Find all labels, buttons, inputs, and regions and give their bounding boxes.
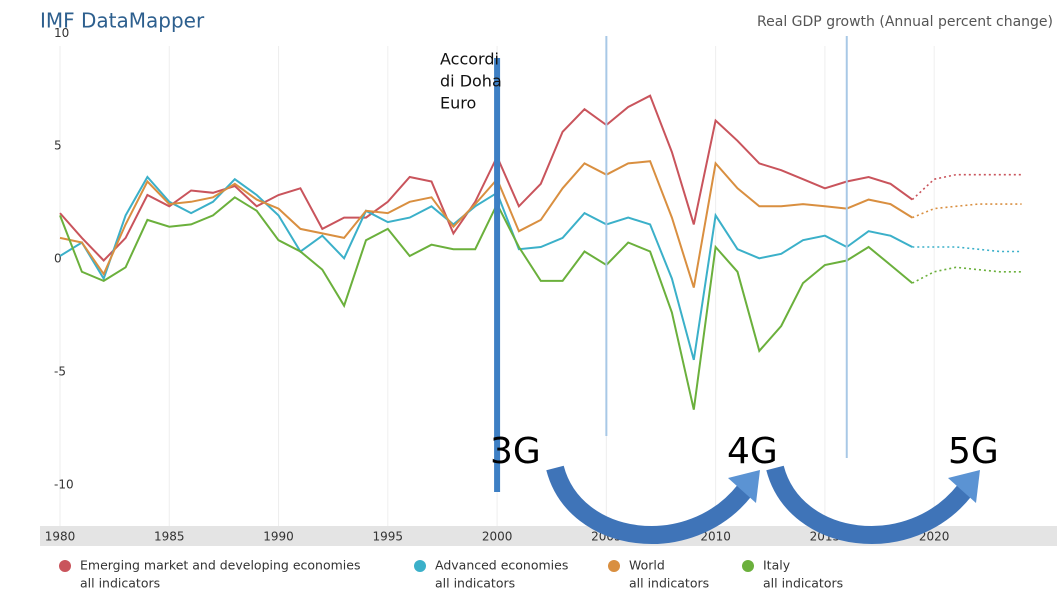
legend-sublabel: all indicators: [80, 576, 160, 591]
legend-swatch: [608, 560, 620, 572]
x-tick-label: 1990: [263, 530, 294, 544]
arrow: [775, 468, 965, 535]
y-tick-label: 0: [54, 252, 62, 266]
y-tick-label: 5: [54, 139, 62, 153]
y-tick-label: -5: [54, 365, 66, 379]
line: [60, 177, 912, 360]
y-tick-label: 10: [54, 26, 69, 40]
line: [60, 197, 912, 409]
line: [60, 96, 912, 261]
y-tick-label: -10: [54, 477, 74, 491]
legend-swatch: [59, 560, 71, 572]
generation-label: 4G: [727, 431, 778, 472]
legend-sublabel: all indicators: [435, 576, 515, 591]
x-tick-label: 2000: [482, 530, 513, 544]
chart-title: Real GDP growth (Annual percent change): [757, 14, 1053, 30]
legend-label: Italy: [763, 558, 791, 573]
projection-line: [912, 267, 1021, 283]
arrow: [555, 468, 745, 535]
projection-line: [912, 204, 1021, 218]
x-tick-label: 1980: [45, 530, 76, 544]
projection-line: [912, 175, 1021, 200]
legend-swatch: [414, 560, 426, 572]
generation-label: 5G: [948, 431, 999, 472]
event-label: Accordi: [440, 50, 499, 69]
legend-sublabel: all indicators: [629, 576, 709, 591]
projection-line: [912, 247, 1021, 252]
legend-label: Advanced economies: [435, 558, 568, 573]
x-tick-label: 1985: [154, 530, 185, 544]
legend-label: Emerging market and developing economies: [80, 558, 360, 573]
legend-swatch: [742, 560, 754, 572]
x-tick-label: 1995: [373, 530, 404, 544]
chart: IMF DataMapper Real GDP growth (Annual p…: [0, 0, 1057, 591]
generation-label: 3G: [490, 431, 541, 472]
event-label: di Doha: [440, 72, 502, 91]
legend-label: World: [629, 558, 665, 573]
legend-sublabel: all indicators: [763, 576, 843, 591]
event-label: Euro: [440, 94, 476, 113]
